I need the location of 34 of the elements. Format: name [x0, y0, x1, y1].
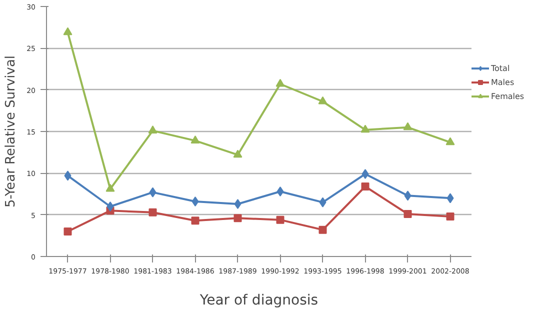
x-axis-title: Year of diagnosis — [198, 292, 318, 308]
point — [404, 190, 412, 201]
point — [360, 124, 370, 133]
point — [318, 96, 328, 104]
point — [190, 136, 200, 144]
point — [234, 214, 242, 222]
point — [234, 199, 242, 209]
point — [63, 27, 72, 36]
legend-label: Males — [491, 77, 514, 87]
legend-label: Females — [491, 91, 524, 101]
y-axis-title: 5-Year Relative Survival — [4, 55, 19, 208]
point — [233, 150, 242, 158]
point — [446, 212, 454, 220]
point — [191, 216, 200, 225]
point — [64, 228, 72, 236]
point — [276, 186, 284, 196]
point — [318, 226, 327, 234]
point — [403, 122, 412, 130]
point — [362, 169, 369, 179]
point — [276, 78, 285, 87]
point — [148, 126, 158, 134]
point — [149, 187, 156, 198]
point — [319, 197, 326, 208]
point — [446, 137, 455, 146]
point — [106, 184, 115, 192]
point — [446, 193, 454, 204]
point — [361, 182, 370, 190]
legend-label: Total — [491, 63, 511, 73]
point — [64, 170, 72, 181]
point — [192, 196, 199, 206]
point — [106, 202, 114, 212]
point — [276, 216, 284, 224]
point — [148, 208, 157, 216]
point — [404, 210, 412, 218]
